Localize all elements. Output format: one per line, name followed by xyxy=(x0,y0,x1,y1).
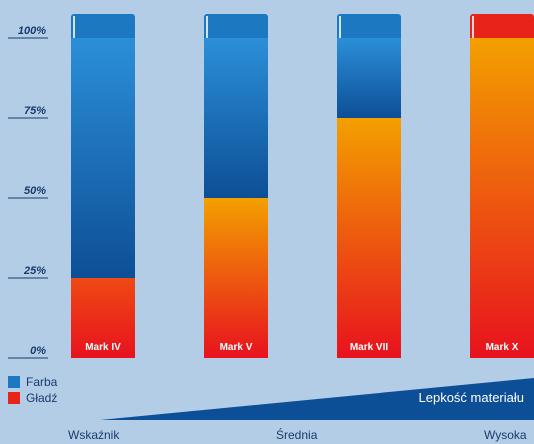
legend-label-farba: Farba xyxy=(26,374,58,389)
legend-label-gladz: Gładź xyxy=(26,390,58,405)
bar-gladz xyxy=(470,38,534,358)
legend-swatch-farba xyxy=(8,376,20,388)
bar-gladz xyxy=(204,198,268,358)
viscosity-wedge xyxy=(100,378,534,420)
y-tick-label: 0% xyxy=(30,345,46,357)
viscosity-label: Lepkość materiału xyxy=(418,390,525,405)
y-tick-label: 50% xyxy=(24,185,46,197)
bar-farba xyxy=(337,38,401,118)
bar-cap-highlight xyxy=(73,16,75,38)
bar-gladz xyxy=(71,278,135,358)
bar-cap xyxy=(204,14,268,42)
legend-swatch-gladz xyxy=(8,392,20,404)
bar-gladz xyxy=(337,118,401,358)
bar-farba xyxy=(204,38,268,198)
y-tick-label: 100% xyxy=(18,25,46,37)
bar-category-label: Mark V xyxy=(220,342,253,353)
x-caption-left: Wskaźnik xyxy=(68,428,120,442)
bar-cap-highlight xyxy=(472,16,474,38)
bar-cap xyxy=(71,14,135,42)
legend-item-farba: Farba xyxy=(8,374,57,390)
bar-category-label: Mark VII xyxy=(350,342,389,353)
bar-cap xyxy=(470,14,534,42)
legend: Farba Gładź xyxy=(8,374,57,406)
bar-farba xyxy=(71,38,135,278)
bar-cap-highlight xyxy=(206,16,208,38)
bar-cap-highlight xyxy=(339,16,341,38)
bar-category-label: Mark X xyxy=(486,342,519,353)
y-tick-label: 75% xyxy=(24,105,46,117)
legend-item-gladz: Gładź xyxy=(8,390,57,406)
y-tick-label: 25% xyxy=(23,265,46,277)
bar-cap xyxy=(337,14,401,42)
bar-category-label: Mark IV xyxy=(85,342,121,353)
x-caption-right: Wysoka xyxy=(484,428,527,442)
x-caption-middle: Średnia xyxy=(276,428,318,442)
